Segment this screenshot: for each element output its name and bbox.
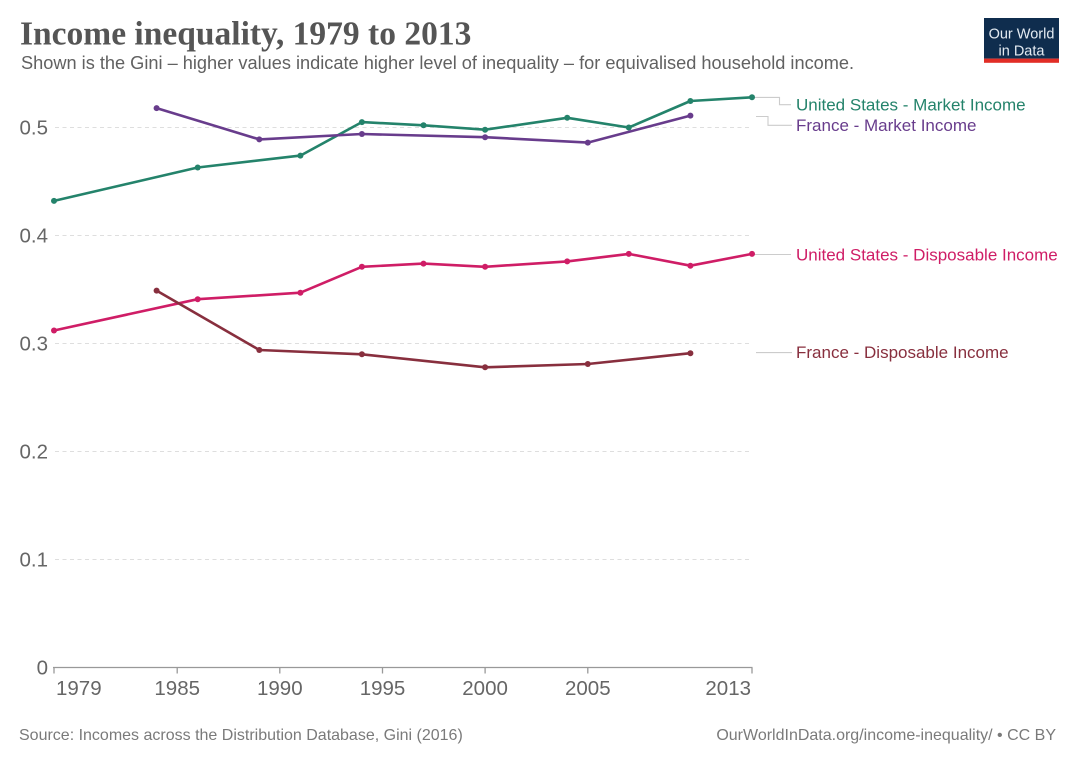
svg-text:0.1: 0.1 (20, 549, 49, 572)
svg-text:United States - Market Income: United States - Market Income (796, 96, 1026, 115)
svg-text:0.4: 0.4 (20, 225, 49, 248)
svg-text:Source: Incomes across the Dis: Source: Incomes across the Distribution … (19, 727, 463, 744)
svg-text:0.2: 0.2 (20, 441, 49, 464)
svg-text:France - Market Income: France - Market Income (796, 116, 976, 135)
svg-text:in Data: in Data (999, 44, 1046, 60)
svg-text:Shown is the Gini – higher val: Shown is the Gini – higher values indica… (21, 53, 854, 73)
svg-text:France - Disposable Income: France - Disposable Income (796, 343, 1009, 362)
svg-text:2000: 2000 (462, 677, 508, 700)
svg-text:0.5: 0.5 (20, 117, 49, 140)
svg-text:1979: 1979 (56, 677, 102, 700)
svg-text:1985: 1985 (154, 677, 200, 700)
svg-text:Our World: Our World (989, 27, 1055, 43)
svg-text:0.3: 0.3 (20, 333, 49, 356)
svg-text:0: 0 (37, 657, 48, 680)
svg-text:2013: 2013 (705, 677, 751, 700)
svg-text:1995: 1995 (360, 677, 406, 700)
svg-text:1990: 1990 (257, 677, 303, 700)
svg-text:Income inequality, 1979 to 201: Income inequality, 1979 to 2013 (20, 16, 471, 53)
svg-text:United States - Disposable Inc: United States - Disposable Income (796, 245, 1058, 264)
svg-text:2005: 2005 (565, 677, 611, 700)
svg-text:OurWorldInData.org/income-ineq: OurWorldInData.org/income-inequality/ • … (716, 727, 1056, 744)
